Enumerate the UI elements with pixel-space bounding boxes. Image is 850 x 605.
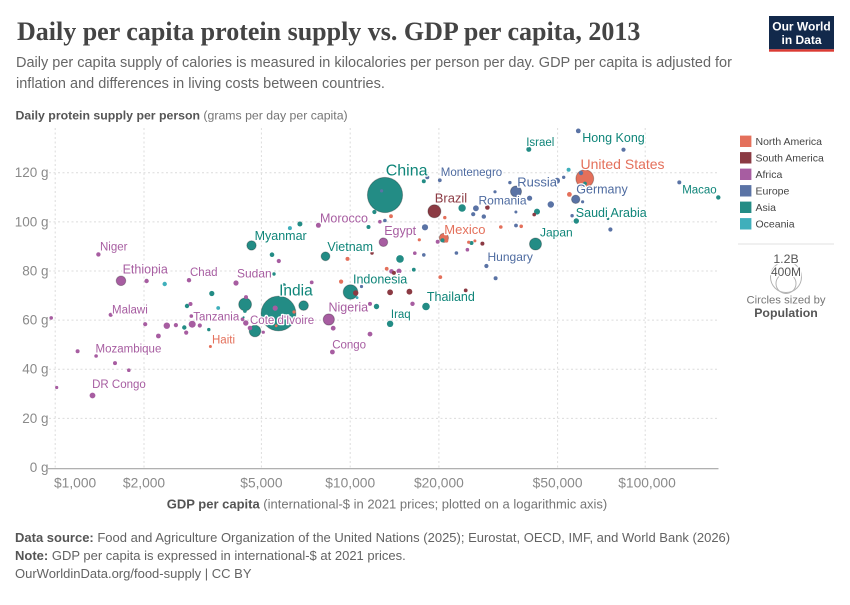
svg-text:Congo: Congo: [332, 340, 366, 352]
svg-text:North America: North America: [756, 136, 823, 148]
svg-text:Tanzania: Tanzania: [193, 311, 240, 323]
svg-text:in Data: in Data: [781, 33, 821, 47]
svg-text:Hungary: Hungary: [488, 250, 533, 264]
svg-text:Ethiopia: Ethiopia: [123, 263, 168, 277]
svg-text:$100,000: $100,000: [618, 476, 676, 491]
svg-text:Myanmar: Myanmar: [255, 229, 307, 243]
svg-text:Macao: Macao: [682, 184, 717, 196]
svg-text:Note: GDP per capita is expres: Note: GDP per capita is expressed in int…: [15, 548, 406, 563]
svg-text:60 g: 60 g: [22, 313, 48, 328]
svg-text:Niger: Niger: [100, 241, 128, 253]
svg-text:$50,000: $50,000: [533, 476, 583, 491]
svg-text:Daily protein supply per perso: Daily protein supply per person (grams p…: [16, 109, 348, 123]
svg-text:1.2B: 1.2B: [773, 252, 798, 266]
svg-text:Nigeria: Nigeria: [329, 301, 369, 315]
svg-text:Population: Population: [754, 306, 818, 320]
svg-text:20 g: 20 g: [22, 411, 48, 426]
svg-text:Cote d'Ivoire: Cote d'Ivoire: [250, 315, 314, 327]
svg-text:Hong Kong: Hong Kong: [582, 131, 645, 145]
svg-text:China: China: [386, 163, 428, 180]
svg-text:Malawi: Malawi: [112, 304, 148, 316]
svg-text:Iraq: Iraq: [391, 309, 411, 321]
svg-text:$2,000: $2,000: [123, 476, 166, 491]
svg-text:Haiti: Haiti: [212, 335, 235, 347]
svg-text:Indonesia: Indonesia: [353, 272, 407, 286]
svg-text:Circles sized by: Circles sized by: [746, 295, 825, 307]
svg-text:100 g: 100 g: [15, 214, 49, 229]
svg-text:Sudan: Sudan: [237, 267, 272, 281]
svg-text:80 g: 80 g: [22, 263, 48, 278]
svg-text:Israel: Israel: [526, 137, 554, 149]
svg-text:Mexico: Mexico: [444, 222, 485, 237]
svg-text:$1,000: $1,000: [54, 476, 97, 491]
svg-text:South America: South America: [756, 153, 824, 165]
svg-text:Our World: Our World: [772, 20, 830, 34]
svg-text:Brazil: Brazil: [435, 190, 468, 205]
svg-text:Africa: Africa: [756, 169, 783, 181]
svg-text:India: India: [279, 283, 313, 300]
svg-text:Russia: Russia: [517, 175, 558, 190]
svg-text:Data source: Food and Agricult: Data source: Food and Agriculture Organi…: [15, 530, 730, 545]
svg-text:Europe: Europe: [756, 186, 790, 198]
svg-text:Mozambique: Mozambique: [96, 344, 162, 356]
svg-text:Egypt: Egypt: [384, 224, 416, 238]
svg-text:OurWorldinData.org/food-supply: OurWorldinData.org/food-supply | CC BY: [15, 566, 252, 581]
svg-text:Vietnam: Vietnam: [327, 240, 373, 254]
svg-text:Japan: Japan: [540, 226, 573, 240]
svg-text:United States: United States: [581, 156, 665, 172]
svg-text:Daily per capita supply of cal: Daily per capita supply of calories is m…: [16, 55, 732, 71]
svg-text:Germany: Germany: [576, 183, 628, 197]
svg-text:$5,000: $5,000: [240, 476, 283, 491]
svg-text:DR Congo: DR Congo: [92, 379, 146, 391]
svg-text:Saudi Arabia: Saudi Arabia: [576, 206, 647, 220]
svg-text:120 g: 120 g: [15, 165, 49, 180]
svg-text:40 g: 40 g: [22, 362, 48, 377]
svg-text:Thailand: Thailand: [427, 290, 475, 304]
svg-text:400M: 400M: [771, 265, 801, 279]
svg-text:Asia: Asia: [756, 202, 777, 214]
svg-text:Oceania: Oceania: [756, 219, 795, 231]
svg-text:Daily per capita protein suppl: Daily per capita protein supply vs. GDP …: [17, 17, 640, 46]
svg-text:inflation and differences in l: inflation and differences in living cost…: [16, 76, 385, 92]
svg-text:$10,000: $10,000: [325, 476, 375, 491]
svg-text:GDP per capita (international-: GDP per capita (international-$ in 2021 …: [167, 497, 608, 512]
svg-text:$20,000: $20,000: [414, 476, 464, 491]
svg-text:Morocco: Morocco: [320, 211, 368, 225]
svg-text:Montenegro: Montenegro: [441, 167, 502, 179]
svg-text:Romania: Romania: [479, 194, 527, 208]
svg-text:0 g: 0 g: [30, 460, 49, 475]
svg-text:Chad: Chad: [190, 267, 218, 279]
